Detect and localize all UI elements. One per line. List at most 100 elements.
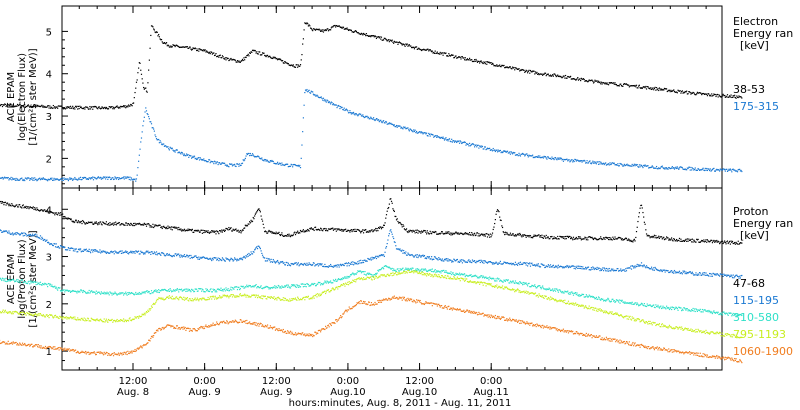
data-point xyxy=(573,78,575,80)
data-point xyxy=(255,283,257,286)
data-point xyxy=(620,239,623,241)
data-point xyxy=(357,229,359,231)
data-point xyxy=(539,155,541,157)
data-point xyxy=(259,286,262,288)
data-point xyxy=(719,95,721,98)
data-point xyxy=(339,264,341,266)
data-point xyxy=(567,267,570,269)
data-point xyxy=(69,107,71,109)
data-point xyxy=(269,231,272,233)
data-point xyxy=(77,105,80,108)
data-point xyxy=(4,201,6,203)
data-point xyxy=(454,260,456,262)
data-point xyxy=(264,257,266,259)
data-point xyxy=(264,286,266,288)
data-point xyxy=(595,267,597,270)
data-point xyxy=(514,152,516,154)
data-point xyxy=(486,233,488,235)
data-point xyxy=(160,290,162,292)
data-point xyxy=(357,229,360,231)
data-point xyxy=(157,139,159,141)
data-point xyxy=(738,243,740,245)
data-point xyxy=(627,267,629,269)
data-point xyxy=(574,158,576,160)
data-point xyxy=(346,27,348,29)
data-point xyxy=(351,230,353,233)
data-point xyxy=(406,230,408,233)
data-point xyxy=(37,208,39,211)
data-point xyxy=(492,228,494,231)
data-point xyxy=(160,254,162,256)
data-point xyxy=(465,233,467,235)
data-point xyxy=(400,250,402,252)
data-point xyxy=(378,226,380,229)
data-point xyxy=(658,87,661,89)
data-point xyxy=(132,224,134,227)
data-point xyxy=(163,226,166,228)
data-point xyxy=(473,60,475,63)
data-point xyxy=(69,290,71,292)
data-point xyxy=(9,233,11,235)
data-point xyxy=(307,228,309,231)
data-point xyxy=(288,233,290,235)
data-point xyxy=(532,156,534,159)
data-point xyxy=(660,236,662,238)
data-point xyxy=(284,163,287,166)
data-point xyxy=(360,272,363,274)
data-point xyxy=(360,115,363,117)
data-point xyxy=(362,271,364,273)
data-point xyxy=(152,252,154,255)
data-point xyxy=(345,262,347,265)
data-point xyxy=(698,274,700,276)
data-point xyxy=(135,87,137,89)
data-point xyxy=(19,179,21,181)
data-point xyxy=(534,264,536,266)
data-point xyxy=(302,264,304,266)
data-point xyxy=(213,257,215,259)
data-point xyxy=(67,217,70,219)
data-point xyxy=(56,246,58,248)
data-point xyxy=(451,54,453,56)
data-point xyxy=(610,238,613,240)
data-point xyxy=(300,157,302,159)
data-point xyxy=(69,249,71,251)
data-point xyxy=(161,288,163,291)
data-point xyxy=(15,105,17,107)
data-point xyxy=(371,118,373,120)
data-point xyxy=(87,221,90,223)
data-point xyxy=(250,219,252,221)
data-point xyxy=(134,293,136,295)
data-point xyxy=(418,230,420,232)
data-point xyxy=(238,60,240,62)
data-point xyxy=(620,83,622,85)
data-point xyxy=(735,170,737,172)
data-point xyxy=(49,105,51,107)
data-point xyxy=(338,25,340,27)
data-point xyxy=(81,290,83,292)
data-point xyxy=(320,283,322,285)
data-point xyxy=(739,170,741,172)
data-point xyxy=(554,266,556,268)
data-point xyxy=(485,148,487,151)
data-point xyxy=(349,275,351,277)
data-point xyxy=(212,288,214,290)
data-point xyxy=(695,94,697,96)
data-point xyxy=(59,178,61,181)
data-point xyxy=(360,230,363,233)
data-point xyxy=(611,82,613,84)
data-point xyxy=(726,168,728,170)
data-point xyxy=(461,56,463,58)
data-point xyxy=(510,234,512,236)
data-point xyxy=(90,252,92,254)
data-point xyxy=(458,233,461,235)
data-point xyxy=(446,55,448,57)
data-point xyxy=(12,234,14,236)
data-point xyxy=(621,269,623,272)
data-point xyxy=(51,243,53,245)
data-point xyxy=(638,212,640,214)
data-point xyxy=(295,164,297,167)
data-point xyxy=(180,230,183,232)
data-point xyxy=(575,237,577,240)
data-point xyxy=(117,293,119,295)
data-point xyxy=(302,229,304,231)
